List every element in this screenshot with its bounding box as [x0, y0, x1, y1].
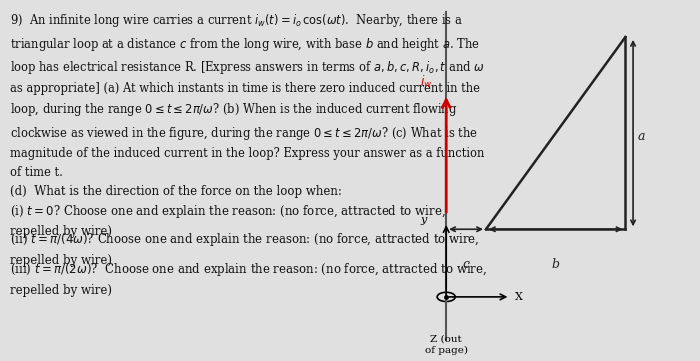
Text: (i) $t = 0$? Choose one and explain the reason: (no force, attracted to wire,
re: (i) $t = 0$? Choose one and explain the …: [10, 203, 446, 238]
Text: a: a: [637, 130, 645, 143]
Text: Z (out
of page): Z (out of page): [425, 334, 468, 355]
Text: (iii) $t = \pi/(2\omega)$?  Choose one and explain the reason: (no force, attrac: (iii) $t = \pi/(2\omega)$? Choose one an…: [10, 261, 487, 297]
Text: (d)  What is the direction of the force on the loop when:: (d) What is the direction of the force o…: [10, 185, 342, 198]
Text: b: b: [552, 258, 560, 271]
Text: 9)  An infinite long wire carries a current $i_w(t) = i_o\,\cos(\omega t)$.  Nea: 9) An infinite long wire carries a curre…: [10, 12, 485, 179]
Text: (ii) $t = \pi/(4\omega)$? Choose one and explain the reason: (no force, attracte: (ii) $t = \pi/(4\omega)$? Choose one and…: [10, 231, 480, 266]
Text: c: c: [463, 258, 470, 271]
Text: $i_w$: $i_w$: [419, 74, 433, 90]
Text: X: X: [514, 292, 522, 302]
Text: y: y: [421, 216, 427, 225]
